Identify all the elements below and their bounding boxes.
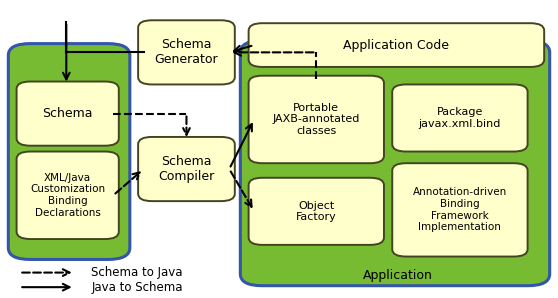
Text: Annotation-driven
Binding
Framework
Implementation: Annotation-driven Binding Framework Impl… (413, 187, 507, 232)
Text: Package
javax.xml.bind: Package javax.xml.bind (418, 107, 501, 129)
FancyBboxPatch shape (8, 44, 130, 260)
FancyBboxPatch shape (17, 152, 119, 239)
Text: Schema: Schema (42, 107, 93, 120)
FancyBboxPatch shape (249, 178, 384, 245)
FancyBboxPatch shape (392, 84, 528, 152)
Text: XML/Java
Customization
Binding
Declarations: XML/Java Customization Binding Declarati… (30, 173, 105, 218)
FancyBboxPatch shape (249, 76, 384, 163)
Text: Portable
JAXB-annotated
classes: Portable JAXB-annotated classes (273, 103, 360, 136)
Text: Schema
Compiler: Schema Compiler (158, 155, 215, 183)
Text: Application Code: Application Code (343, 38, 449, 52)
FancyBboxPatch shape (392, 163, 528, 257)
Text: Schema
Generator: Schema Generator (155, 38, 218, 66)
Text: Object
Factory: Object Factory (296, 201, 336, 222)
FancyBboxPatch shape (138, 137, 235, 201)
Text: Application: Application (363, 269, 432, 282)
FancyBboxPatch shape (138, 20, 235, 84)
FancyBboxPatch shape (249, 23, 544, 67)
Text: Schema to Java: Schema to Java (91, 266, 182, 279)
FancyBboxPatch shape (240, 41, 550, 286)
Text: Java to Schema: Java to Schema (91, 281, 182, 294)
FancyBboxPatch shape (17, 82, 119, 146)
